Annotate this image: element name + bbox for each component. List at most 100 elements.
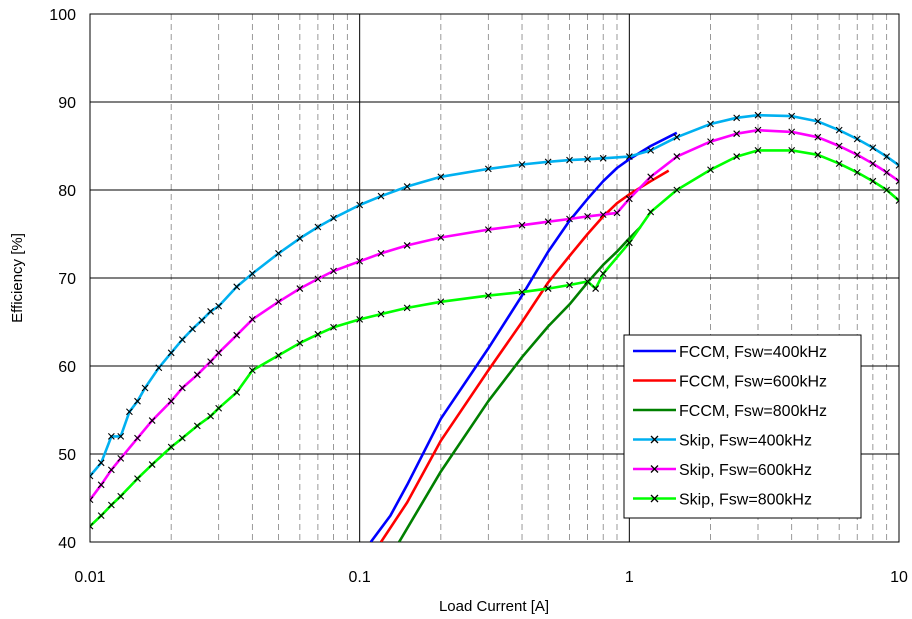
data-point-marker [673,133,681,141]
y-tick-label: 50 [58,447,76,464]
data-point-marker [403,242,411,249]
data-point-marker [126,408,133,416]
data-point-marker [647,173,655,181]
data-point-marker [673,186,681,194]
data-point-marker [248,367,256,374]
data-point-marker [835,126,843,134]
data-point-marker [566,156,573,164]
data-point-marker [296,339,304,347]
data-point-marker [869,144,877,152]
x-tick-label: 10 [890,569,908,586]
data-point-marker [883,169,891,176]
series-skip-fsw-400khz [90,111,899,480]
series-fccm-fsw-600khz [379,169,670,542]
data-point-marker [437,173,445,181]
series-layer [90,111,899,542]
data-point-marker [134,434,141,442]
data-point-marker [167,397,175,405]
data-point-marker [330,323,337,331]
data-point-marker [518,288,526,296]
data-point-marker [673,153,681,160]
data-point-marker [330,267,337,275]
data-point-marker [853,169,861,176]
data-point-marker [207,358,214,365]
data-point-marker [167,443,175,451]
data-point-marker [584,213,591,220]
data-point-marker [707,166,714,174]
data-point-marker [215,404,223,412]
data-point-marker [107,466,115,474]
data-point-marker [707,120,714,128]
legend-label: FCCM, Fsw=800kHz [679,403,827,420]
data-point-marker [788,147,796,154]
x-axis-title: Load Current [A] [439,598,549,615]
legend-marker [650,435,659,444]
data-point-marker [117,433,125,440]
data-point-marker [707,138,714,145]
data-point-marker [895,161,899,169]
data-point-marker [356,315,364,323]
data-point-marker [356,257,364,265]
legend-entry: FCCM, Fsw=600kHz [633,374,827,391]
data-point-marker [148,417,156,424]
data-point-marker [733,130,741,138]
data-point-marker [592,285,600,292]
data-point-marker [883,153,891,160]
data-point-marker [178,434,186,442]
data-point-marker [835,160,843,167]
data-point-marker [625,195,633,203]
data-point-marker [754,126,762,134]
data-point-marker [97,512,105,519]
data-point-marker [296,285,304,292]
y-axis-title: Efficiency [%] [9,233,26,323]
data-point-marker [215,349,223,357]
data-point-marker [625,239,633,247]
y-tick-label: 100 [49,7,76,24]
data-point-marker [117,455,125,462]
data-point-marker [895,197,899,204]
data-point-marker [90,522,94,530]
data-point-marker [566,281,573,289]
legend-marker [650,494,659,503]
data-point-marker [275,249,282,257]
data-point-marker [788,112,796,120]
data-point-marker [198,316,206,324]
y-tick-label: 40 [58,535,76,552]
data-point-marker [484,292,492,299]
data-point-marker [853,151,861,159]
series-line [397,226,642,542]
data-point-marker [518,161,526,168]
data-point-marker [814,151,822,159]
data-point-marker [117,492,125,500]
data-point-marker [107,501,115,509]
y-tick-label: 80 [58,183,76,200]
data-point-marker [296,235,304,242]
data-point-marker [733,153,741,160]
legend-label: FCCM, Fsw=600kHz [679,374,827,391]
data-point-marker [148,461,156,468]
data-point-marker [584,155,591,163]
y-tick-label: 60 [58,359,76,376]
data-point-marker [377,249,385,257]
legend-label: Skip, Fsw=800kHz [679,492,812,509]
data-point-marker [584,278,591,285]
series-skip-fsw-800khz [90,147,899,530]
data-point-marker [754,147,762,154]
data-point-marker [853,135,861,143]
series-line [379,169,670,542]
series-skip-fsw-600khz [90,126,899,504]
legend-label: Skip, Fsw=600kHz [679,462,812,479]
x-tick-label: 0.01 [74,569,105,586]
data-point-marker [895,177,899,185]
data-point-marker [141,384,149,392]
data-point-marker [314,275,322,283]
data-point-marker [330,214,337,222]
data-point-marker [155,364,163,372]
data-point-marker [544,158,552,166]
data-point-marker [544,285,552,292]
data-point-marker [599,270,607,277]
data-point-marker [647,208,655,216]
data-point-marker [193,422,201,430]
data-point-marker [814,117,822,125]
